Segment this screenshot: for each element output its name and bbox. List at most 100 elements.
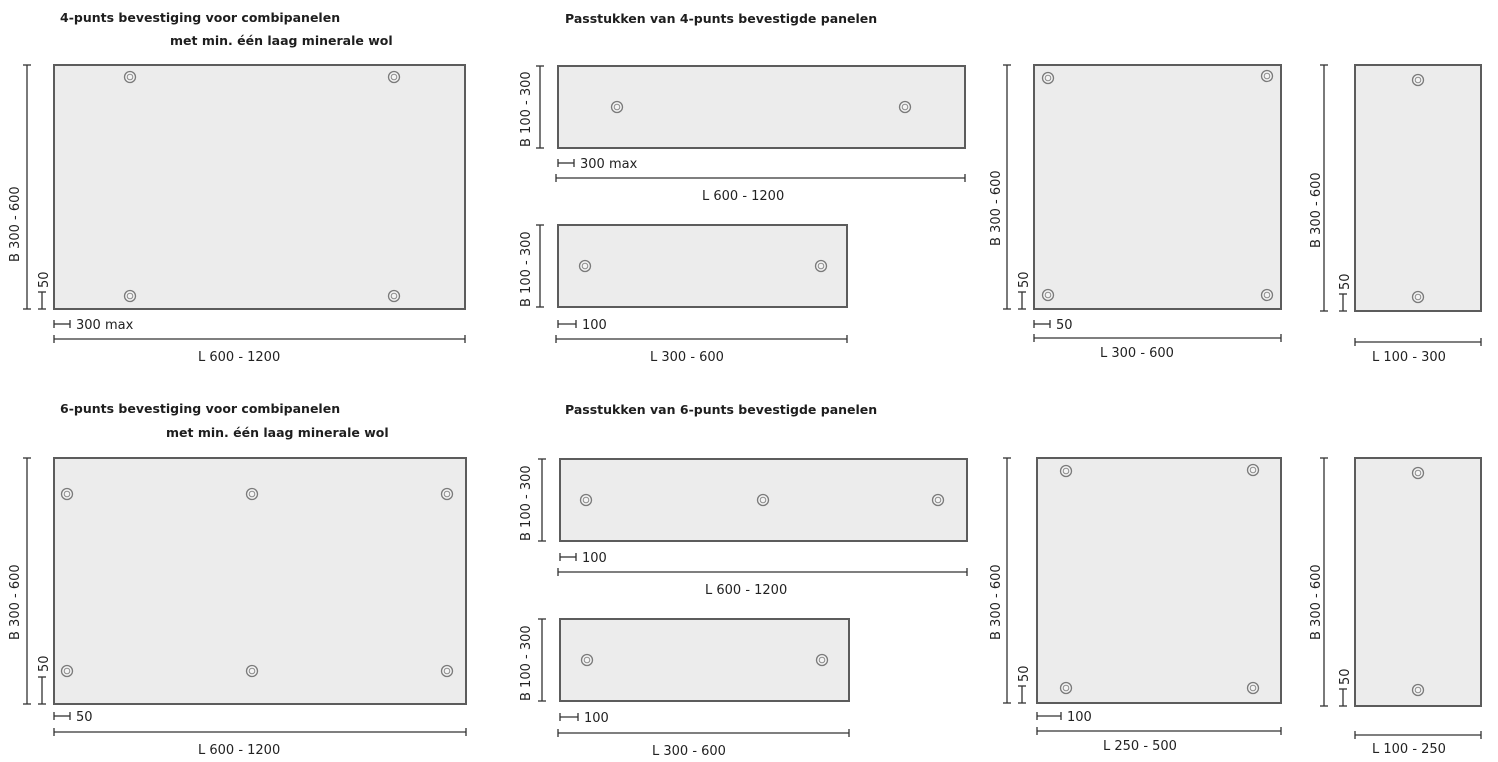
length-dimension	[53, 335, 466, 343]
fastener-hole	[1041, 288, 1055, 302]
hole-center	[1249, 684, 1257, 692]
hole-center	[613, 103, 621, 111]
panel-group-4p-fit-narrow: B 300 - 600 50 L 100 - 300	[1309, 64, 1482, 365]
hole-center	[582, 496, 590, 504]
fastener-hole	[610, 100, 624, 114]
hole-ring	[245, 487, 259, 501]
edge-distance-dimension	[1018, 685, 1026, 704]
panel-6p-main	[53, 457, 467, 705]
width-dimension	[23, 64, 31, 310]
hole-center	[901, 103, 909, 111]
hole-ring	[440, 487, 454, 501]
width-dimension	[536, 65, 544, 149]
edge-distance-label: 50	[1338, 668, 1353, 685]
length-label: L 600 - 1200	[198, 350, 280, 365]
hole-ring	[1260, 288, 1274, 302]
hole-center	[1044, 291, 1052, 299]
fastener-hole	[60, 487, 74, 501]
fastener-hole	[387, 70, 401, 84]
hole-center	[126, 292, 134, 300]
hole-ring	[898, 100, 912, 114]
fastener-hole	[440, 487, 454, 501]
width-dimension	[23, 457, 31, 705]
spacing-label: 50	[1056, 318, 1073, 333]
hole-ring	[580, 653, 594, 667]
panel-group-6p-fit-short: B 100 - 300 100 L 300 - 600	[519, 618, 850, 759]
hole-ring	[815, 653, 829, 667]
title-6-point-line1: 6-punts bevestiging voor combipanelen	[60, 401, 341, 416]
hole-center	[248, 490, 256, 498]
width-label: B 100 - 300	[519, 625, 534, 701]
spacing-dimension	[53, 320, 71, 328]
hole-ring	[60, 664, 74, 678]
width-dimension	[1320, 457, 1328, 707]
fastener-hole	[898, 100, 912, 114]
hole-center	[390, 73, 398, 81]
fastener-hole	[123, 70, 137, 84]
fastener-hole	[387, 289, 401, 303]
spacing-dimension	[557, 320, 577, 328]
width-label: B 100 - 300	[519, 231, 534, 307]
hole-ring	[245, 664, 259, 678]
fastener-hole	[931, 493, 945, 507]
panel-4p-fit-long	[557, 65, 966, 149]
hole-ring	[387, 289, 401, 303]
panel-group-4p-fit-short: B 100 - 300 100 L 300 - 600	[519, 224, 848, 365]
width-dimension	[1003, 457, 1011, 704]
hole-center	[1414, 76, 1422, 84]
width-label: B 300 - 600	[989, 564, 1004, 640]
hole-center	[1414, 293, 1422, 301]
length-dimension	[555, 335, 848, 343]
hole-ring	[756, 493, 770, 507]
hole-ring	[814, 259, 828, 273]
hole-ring	[1260, 69, 1274, 83]
length-dimension	[557, 729, 850, 737]
spacing-label: 100	[582, 551, 607, 566]
panel-4p-fit-narrow	[1354, 64, 1482, 312]
length-label: L 600 - 1200	[705, 583, 787, 598]
spacing-dimension	[1033, 320, 1051, 328]
length-label: L 100 - 300	[1372, 350, 1446, 365]
spacing-dimension	[53, 712, 71, 720]
spacing-dimension	[559, 713, 579, 721]
fastener-hole	[579, 493, 593, 507]
fastener-hole	[756, 493, 770, 507]
width-dimension	[1320, 64, 1328, 312]
length-dimension	[53, 728, 467, 736]
hole-center	[390, 292, 398, 300]
edge-distance-label: 50	[37, 271, 52, 288]
width-label: B 300 - 600	[989, 170, 1004, 246]
hole-center	[581, 262, 589, 270]
hole-center	[1249, 466, 1257, 474]
hole-center	[759, 496, 767, 504]
length-dimension	[557, 568, 968, 576]
fastener-hole	[1246, 681, 1260, 695]
length-label: L 250 - 500	[1103, 739, 1177, 754]
hole-ring	[931, 493, 945, 507]
hole-ring	[123, 70, 137, 84]
hole-ring	[1411, 73, 1425, 87]
hole-center	[1062, 467, 1070, 475]
length-dimension	[1354, 338, 1482, 346]
fastener-hole	[60, 664, 74, 678]
length-label: L 600 - 1200	[702, 189, 784, 204]
width-label: B 300 - 600	[1309, 172, 1324, 248]
fastener-hole	[1411, 73, 1425, 87]
panel-group-4p-main: B 300 - 600 50 300 max L 600 - 1200	[8, 64, 466, 365]
hole-ring	[1411, 466, 1425, 480]
edge-distance-label: 50	[1017, 665, 1032, 682]
width-label: B 300 - 600	[1309, 564, 1324, 640]
edge-distance-dimension	[1339, 688, 1347, 707]
hole-center	[63, 667, 71, 675]
panel-group-4p-fit-square: B 300 - 600 50 50 L 300 - 600	[989, 64, 1282, 361]
panel-group-6p-fit-narrow: B 300 - 600 50 L 100 - 250	[1309, 457, 1482, 757]
hole-center	[126, 73, 134, 81]
hole-center	[934, 496, 942, 504]
hole-center	[443, 490, 451, 498]
hole-center	[817, 262, 825, 270]
edge-distance-label: 50	[37, 655, 52, 672]
spacing-dimension	[1036, 712, 1062, 720]
spacing-label: 50	[76, 710, 93, 725]
width-dimension	[538, 618, 546, 702]
